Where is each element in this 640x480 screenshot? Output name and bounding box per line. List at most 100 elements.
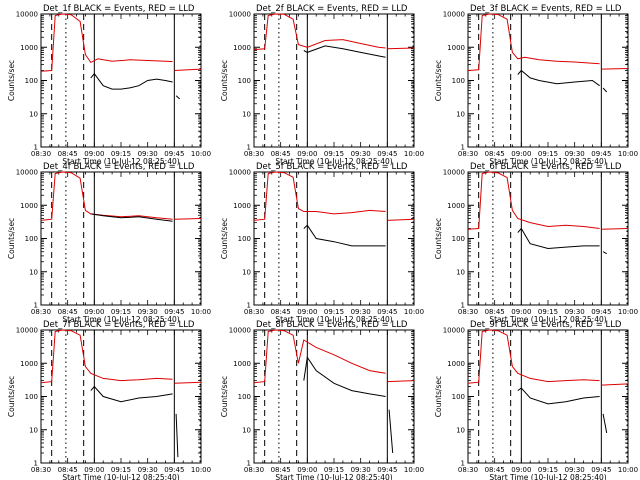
y-tick-label: 1000 [233,44,251,52]
chart-panel-1: Det_1f BLACK = Events, RED = LLD 1 10 100 10… [7,4,211,166]
y-tick-label: 10000 [229,11,251,19]
x-tick-label: 09:30 [565,466,585,474]
x-axis-label: Start Time (10-Jul-12 08:25:40) [275,157,392,166]
y-tick-label: 100 [238,393,251,401]
x-tick-label: 09:15 [538,466,558,474]
y-tick-label: 1000 [447,360,465,368]
x-tick-label: 10:00 [618,466,638,474]
y-tick-label: 10 [456,110,465,118]
events-series-line [602,87,608,93]
y-axis-label: Counts/sec [7,376,16,417]
y-tick-label: 10 [242,426,251,434]
axes-frame [467,13,629,148]
lld-series-line [253,171,386,221]
events-series-line [175,95,181,100]
chart-title: Det_8f BLACK = Events, RED = LLD [256,320,408,330]
y-tick-label: 10000 [229,327,251,335]
y-tick-label: 100 [452,77,465,85]
x-axis-label: Start Time (10-Jul-12 08:25:40) [275,315,392,324]
x-tick-label: 09:45 [377,308,397,316]
x-tick-label: 08:45 [271,150,291,158]
y-tick-label: 10000 [443,11,465,19]
y-tick-label: 1 [247,302,251,310]
events-series-line [517,69,600,87]
y-axis-label: Counts/sec [434,218,443,259]
x-tick-label: 08:30 [244,150,264,158]
x-tick-label: 09:30 [138,466,158,474]
y-tick-label: 100 [25,77,38,85]
y-tick-label: 100 [452,235,465,243]
y-tick-label: 100 [238,235,251,243]
x-tick-label: 10:00 [404,308,424,316]
lld-series-line [467,13,600,71]
x-tick-label: 09:00 [297,308,317,316]
y-tick-label: 1 [461,302,465,310]
x-tick-label: 08:30 [31,150,51,158]
y-tick-label: 10 [456,426,465,434]
y-tick-label: 10000 [16,327,38,335]
x-tick-label: 09:45 [591,150,611,158]
x-tick-label: 09:45 [164,308,184,316]
axes-frame [467,171,629,306]
lld-series-line [40,329,173,384]
y-tick-label: 100 [238,77,251,85]
chart-title: Det_5f BLACK = Events, RED = LLD [256,162,408,172]
lld-series-line [467,171,600,230]
lld-series-line [601,68,629,70]
chart-panel-2: Det_2f BLACK = Events, RED = LLD 1 10 100 10… [220,4,424,166]
y-tick-label: 1000 [20,360,38,368]
chart-panel-4: Det_4f BLACK = Events, RED = LLD 1 10 100 10… [7,162,211,324]
x-tick-label: 08:45 [58,466,78,474]
x-tick-label: 09:30 [565,150,585,158]
x-tick-label: 09:00 [84,466,104,474]
y-tick-label: 100 [452,393,465,401]
y-tick-label: 1 [461,460,465,468]
events-series-line [303,45,386,58]
x-tick-label: 10:00 [404,150,424,158]
events-series-line [517,387,600,405]
x-tick-label: 09:15 [538,308,558,316]
y-tick-label: 1000 [447,202,465,210]
x-tick-label: 10:00 [191,308,211,316]
x-tick-label: 08:30 [31,308,51,316]
chart-panel-9: Det_9f BLACK = Events, RED = LLD 1 10 100 10… [434,320,638,480]
x-tick-label: 09:45 [591,308,611,316]
y-tick-label: 1000 [233,202,251,210]
lld-series-line [253,329,386,384]
lld-series-line [253,13,386,51]
x-tick-label: 08:30 [458,466,478,474]
x-tick-label: 08:45 [485,466,505,474]
chart-title: Det_3f BLACK = Events, RED = LLD [470,4,622,14]
lld-series-line [174,68,202,71]
y-tick-label: 10 [242,110,251,118]
chart-title: Det_1f BLACK = Events, RED = LLD [43,4,195,14]
y-axis-label: Counts/sec [434,60,443,101]
lld-series-line [174,381,202,384]
lld-series-line [387,47,415,50]
x-tick-label: 10:00 [191,466,211,474]
x-tick-label: 08:30 [244,308,264,316]
events-series-line [90,385,173,403]
x-tick-label: 08:30 [31,466,51,474]
chart-title: Det_7f BLACK = Events, RED = LLD [43,320,195,330]
lld-series-line [601,383,629,386]
x-tick-label: 09:00 [84,308,104,316]
x-tick-label: 10:00 [404,466,424,474]
y-tick-label: 1 [34,302,38,310]
x-tick-label: 09:30 [351,150,371,158]
x-tick-label: 08:45 [58,150,78,158]
x-tick-label: 09:15 [111,308,131,316]
x-tick-label: 08:45 [58,308,78,316]
y-tick-label: 10000 [16,11,38,19]
x-tick-label: 09:30 [138,308,158,316]
x-tick-label: 09:00 [84,150,104,158]
y-tick-label: 1 [461,144,465,152]
events-series-line [303,224,386,247]
x-tick-label: 10:00 [191,150,211,158]
y-tick-label: 1 [34,144,38,152]
chart-panel-6: Det_6f BLACK = Events, RED = LLD 1 10 100 10… [434,162,638,324]
x-tick-label: 09:00 [511,150,531,158]
events-series-line [388,409,394,454]
events-series-line [602,413,608,434]
x-tick-label: 09:30 [565,308,585,316]
